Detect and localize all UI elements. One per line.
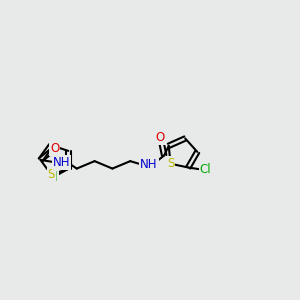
Text: S: S — [167, 157, 174, 170]
Text: Cl: Cl — [200, 164, 212, 176]
Text: O: O — [156, 131, 165, 144]
Text: NH: NH — [140, 158, 158, 171]
Text: NH: NH — [52, 156, 70, 169]
Text: O: O — [50, 142, 59, 154]
Text: S: S — [47, 168, 55, 181]
Text: Cl: Cl — [46, 171, 58, 184]
